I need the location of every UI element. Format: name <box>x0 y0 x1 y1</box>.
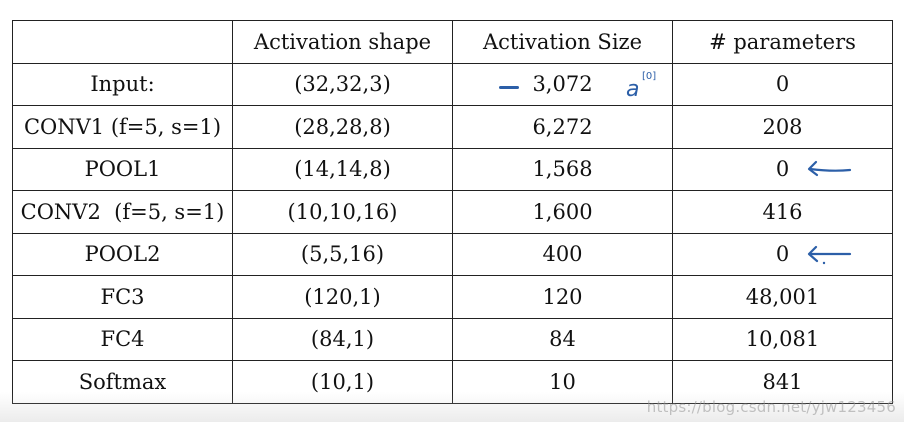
layer-name-cell: Input: <box>12 62 233 106</box>
activation-size-value: 3,072 <box>532 72 593 97</box>
table-row: CONV1 (f=5, s=1) (28,28,8) 6,272 208 <box>12 105 893 149</box>
parameters-cell: 10,081 <box>672 317 893 361</box>
table-row: Softmax (10,1) 10 841 <box>12 360 893 404</box>
activation-size-cell: 400 <box>452 232 673 276</box>
parameters-cell: 416 <box>672 190 893 234</box>
activation-size-cell: 10 <box>452 360 673 404</box>
cnn-layer-table: Activation shape Activation Size # param… <box>12 20 893 404</box>
parameters-cell: 0 <box>672 147 893 191</box>
activation-shape-cell: (10,1) <box>232 360 453 404</box>
layer-name-cell: POOL1 <box>12 147 233 191</box>
table-header-row: Activation shape Activation Size # param… <box>12 20 893 64</box>
activation-size-cell: 1,600 <box>452 190 673 234</box>
header-layer <box>12 20 233 64</box>
parameters-cell: 0 <box>672 62 893 106</box>
watermark-text: https://blog.csdn.net/yjw123456 <box>646 398 896 416</box>
layer-name-cell: POOL2 <box>12 232 233 276</box>
activation-shape-cell: (120,1) <box>232 275 453 319</box>
handwritten-superscript: [0] <box>642 71 656 82</box>
handwritten-arrow-left-icon <box>807 245 852 264</box>
layer-name-cell: FC3 <box>12 275 233 319</box>
activation-size-cell: 6,272 <box>452 105 673 149</box>
handwritten-a-letter: a <box>626 77 639 102</box>
header-activation-size: Activation Size <box>452 20 673 64</box>
activation-size-cell: 120 <box>452 275 673 319</box>
parameters-cell: 48,001 <box>672 275 893 319</box>
table-row: POOL1 (14,14,8) 1,568 0 <box>12 147 893 191</box>
activation-shape-cell: (14,14,8) <box>232 147 453 191</box>
activation-shape-cell: (5,5,16) <box>232 232 453 276</box>
table-row: FC4 (84,1) 84 10,081 <box>12 317 893 361</box>
table-row: FC3 (120,1) 120 48,001 <box>12 275 893 319</box>
parameters-cell: 0 <box>672 232 893 276</box>
activation-shape-cell: (10,10,16) <box>232 190 453 234</box>
header-num-parameters: # parameters <box>672 20 893 64</box>
parameters-cell: 208 <box>672 105 893 149</box>
table-row: Input: (32,32,3) 3,072 a [0] 0 <box>12 62 893 106</box>
activation-shape-cell: (32,32,3) <box>232 62 453 106</box>
parameters-value: 0 <box>775 157 790 182</box>
parameters-cell: 841 <box>672 360 893 404</box>
header-activation-shape: Activation shape <box>232 20 453 64</box>
activation-shape-cell: (28,28,8) <box>232 105 453 149</box>
parameters-value: 0 <box>775 242 790 267</box>
activation-size-cell: 84 <box>452 317 673 361</box>
layer-name-cell: Softmax <box>12 360 233 404</box>
table-row: CONV2 (f=5, s=1) (10,10,16) 1,600 416 <box>12 190 893 234</box>
layer-name-cell: CONV2 (f=5, s=1) <box>12 190 233 234</box>
activation-size-cell: 1,568 <box>452 147 673 191</box>
cnn-summary-table-frame: Activation shape Activation Size # param… <box>12 20 893 410</box>
layer-name-cell: CONV1 (f=5, s=1) <box>12 105 233 149</box>
handwritten-dash-mark <box>499 86 519 90</box>
table-row: POOL2 (5,5,16) 400 0 <box>12 232 893 276</box>
layer-name-cell: FC4 <box>12 317 233 361</box>
activation-size-cell: 3,072 a [0] <box>452 62 673 106</box>
activation-shape-cell: (84,1) <box>232 317 453 361</box>
handwritten-a0-note: a [0] <box>626 71 656 102</box>
handwritten-arrow-left-icon <box>807 160 852 176</box>
